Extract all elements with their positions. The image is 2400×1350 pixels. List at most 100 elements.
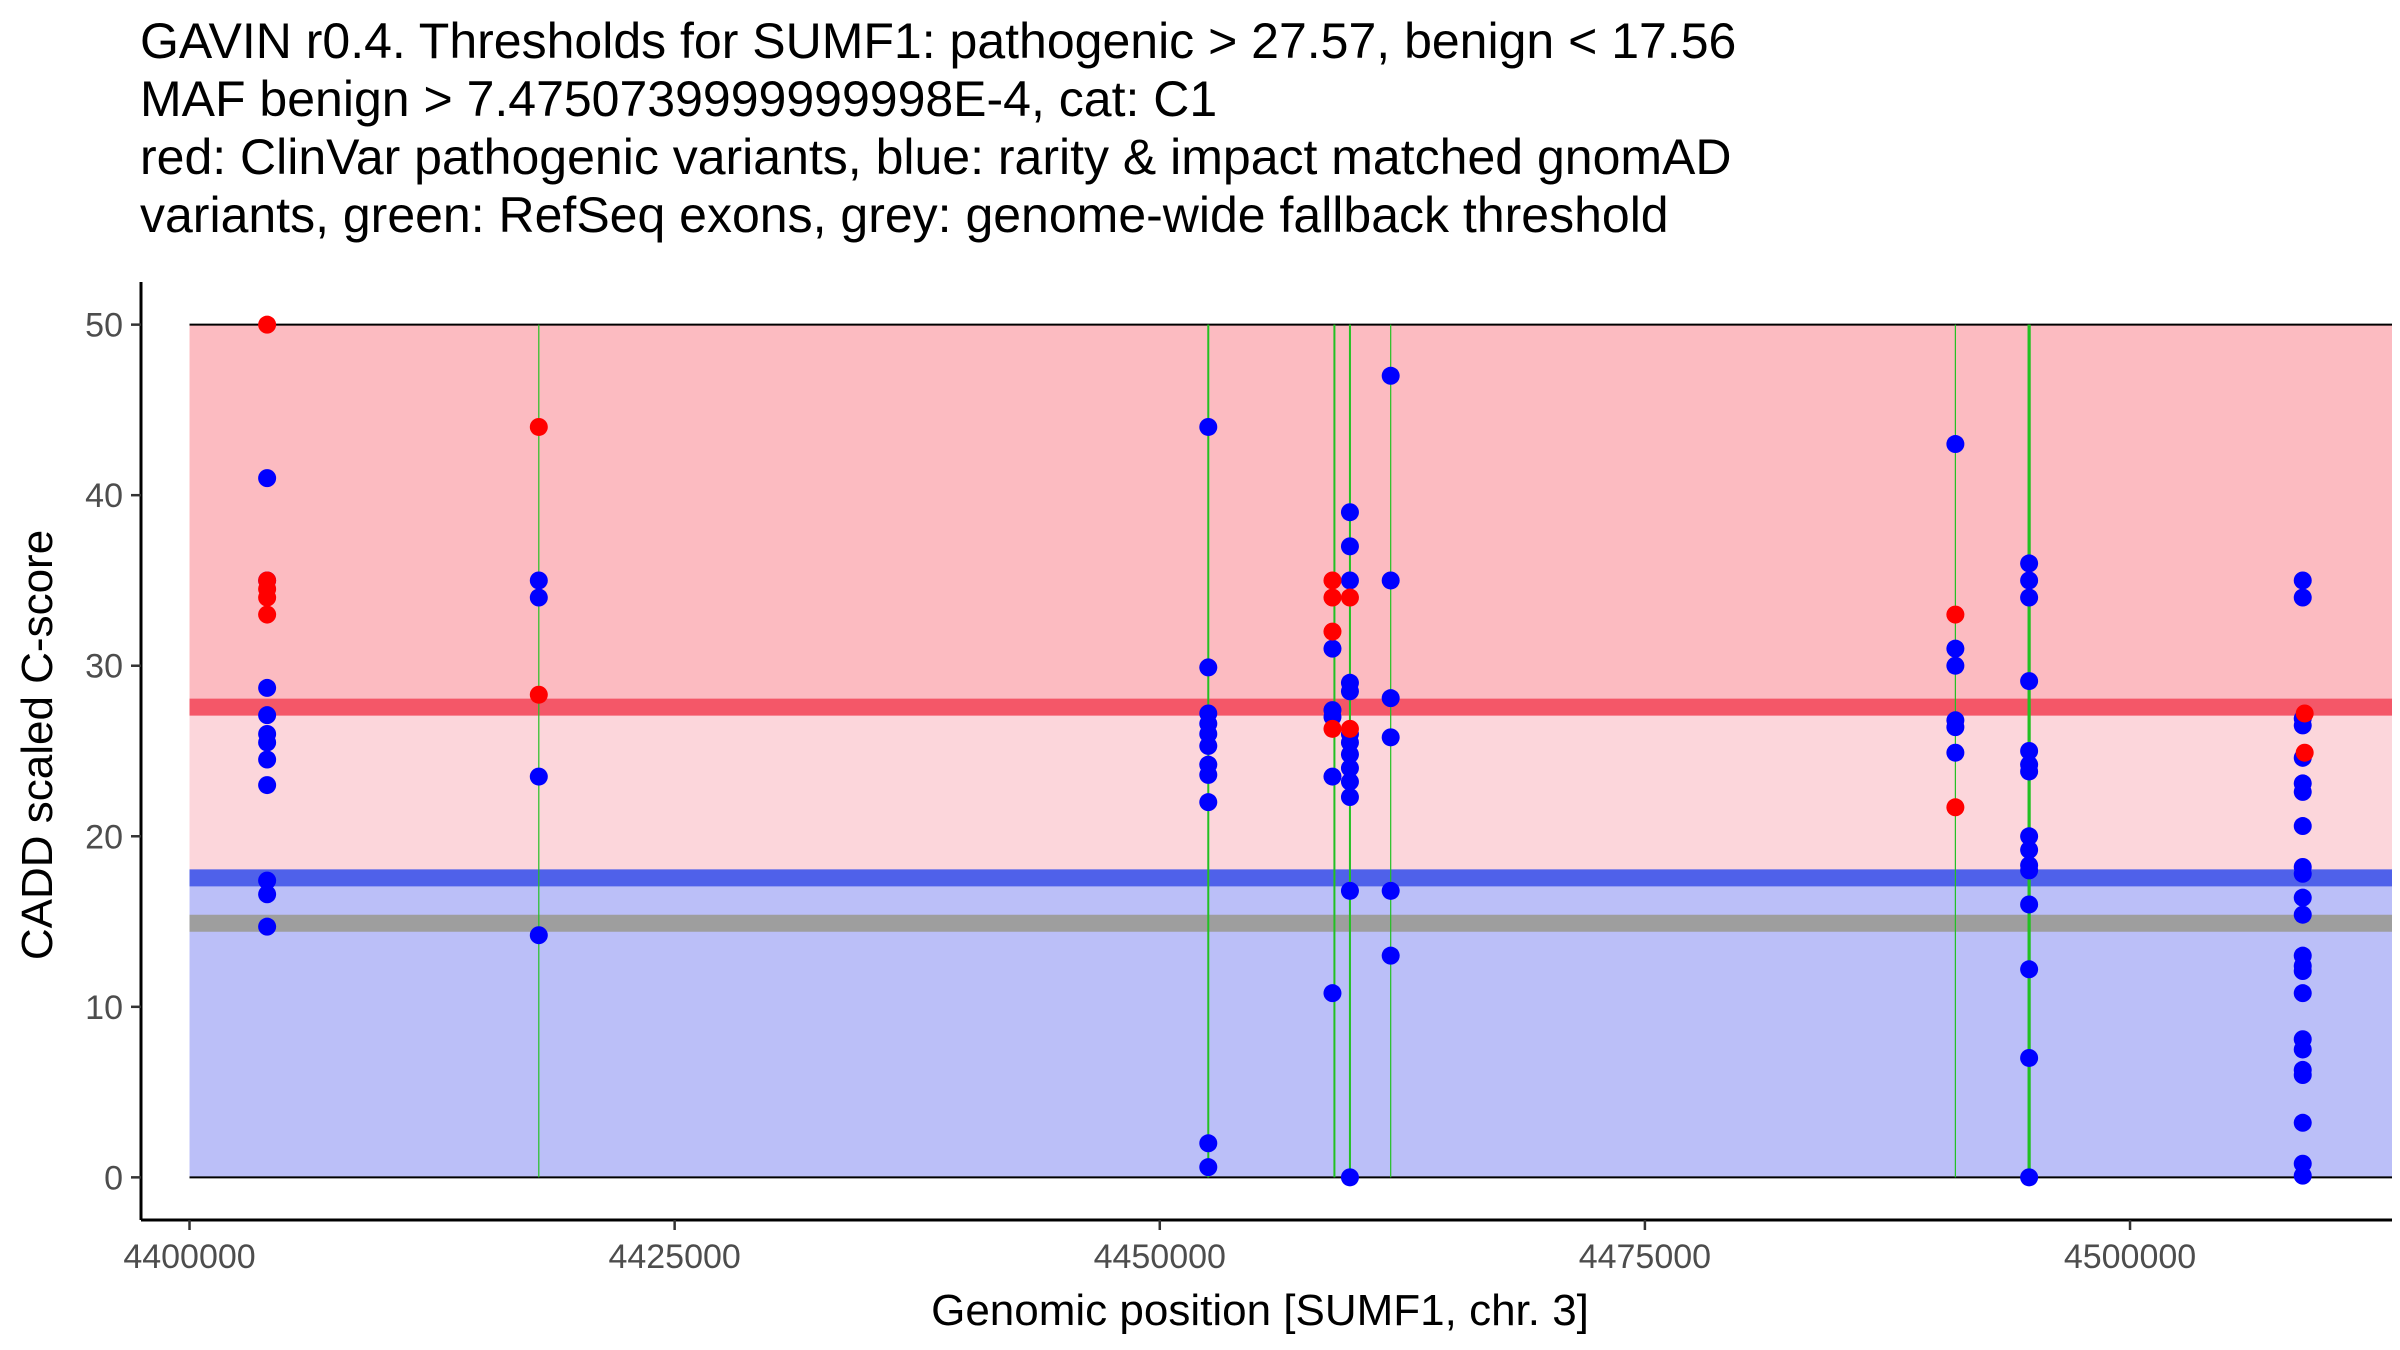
gnomad-variant-point [529, 926, 548, 945]
gnomad-variant-point [258, 678, 277, 697]
gnomad-variant-point [2293, 864, 2312, 883]
gnomad-variant-point [2020, 861, 2039, 880]
gnomad-variant-point [1199, 1134, 1218, 1153]
gnomad-variant-point [2293, 984, 2312, 1003]
gnomad-variant-point [1323, 984, 1342, 1003]
gnomad-variant-point [1340, 537, 1359, 556]
gnomad-variant-point [258, 885, 277, 904]
gnomad-variant-point [2293, 782, 2312, 801]
gnomad-variant-point [2293, 817, 2312, 836]
gnomad-variant-point [1946, 639, 1965, 658]
gnomad-variant-point [2293, 1040, 2312, 1059]
gnomad-variant-point [2020, 1048, 2039, 1067]
gnomad-variant-point [2020, 588, 2039, 607]
gnomad-variant-point [1340, 682, 1359, 701]
gnomad-variant-point [1323, 639, 1342, 658]
gnomad-variant-point [1381, 728, 1400, 747]
clinvar-variant-point [1323, 571, 1342, 590]
gnomad-variant-point [1381, 689, 1400, 708]
gnomad-variant-point [2020, 840, 2039, 859]
chart-title-line: GAVIN r0.4. Thresholds for SUMF1: pathog… [140, 13, 1737, 69]
gnomad-variant-point [2293, 1166, 2312, 1185]
gnomad-variant-point [258, 776, 277, 795]
gnomad-variant-point [529, 571, 548, 590]
gnomad-variant-point [2293, 1113, 2312, 1132]
gnomad-variant-point [1340, 759, 1359, 778]
uncertain-region [189, 707, 2392, 878]
clinvar-variant-point [258, 315, 277, 334]
y-tick-label: 0 [104, 1159, 123, 1197]
gnomad-variant-point [1381, 881, 1400, 900]
gnomad-variant-point [2293, 588, 2312, 607]
gnomad-variant-point [2293, 905, 2312, 924]
gnomad-variant-point [258, 733, 277, 752]
x-tick-label: 4400000 [123, 1238, 255, 1276]
gnomad-variant-point [1199, 736, 1218, 755]
gnomad-variant-point [1199, 417, 1218, 436]
clinvar-variant-point [1946, 605, 1965, 624]
axes: 0 10 20 30 40 50 4400000 4425000 4450000 4475000 4… [85, 282, 2392, 1276]
gnomad-variant-point [1946, 743, 1965, 762]
gnomad-variant-point [2020, 762, 2039, 781]
clinvar-variant-point [1323, 622, 1342, 641]
gnomad-variant-point [1340, 881, 1359, 900]
clinvar-variant-point [2295, 704, 2314, 723]
gnomad-variant-point [1946, 718, 1965, 737]
pathogenic-region [189, 324, 2392, 708]
gnomad-variant-point [2020, 742, 2039, 760]
y-tick-label: 20 [85, 818, 123, 856]
clinvar-variant-point [1323, 719, 1342, 738]
gnomad-variant-point [1946, 435, 1965, 454]
gnomad-variant-point [529, 588, 548, 607]
chart-title-line: variants, green: RefSeq exons, grey: gen… [140, 187, 1669, 243]
gnomad-variant-point [2020, 571, 2039, 590]
gnomad-variant-point [2020, 960, 2039, 979]
y-tick-label: 10 [85, 989, 123, 1027]
x-tick-label: 4450000 [1094, 1238, 1226, 1276]
clinvar-variant-point [1340, 588, 1359, 607]
clinvar-variant-point [258, 588, 277, 607]
threshold-regions [189, 323, 2392, 1179]
gnomad-variant-point [1381, 946, 1400, 965]
gnomad-variant-point [1340, 571, 1359, 590]
x-axis-title: Genomic position [SUMF1, chr. 3] [931, 1286, 1589, 1335]
gnomad-variant-point [1946, 656, 1965, 675]
gnomad-variant-point [1381, 366, 1400, 385]
x-tick-label: 4425000 [608, 1238, 740, 1276]
gnomad-variant-point [258, 706, 277, 725]
gnomad-variant-point [529, 767, 548, 786]
gnomad-variant-point [2020, 895, 2039, 914]
gnomad-variant-point [1340, 1168, 1359, 1187]
clinvar-variant-point [1340, 719, 1359, 738]
clinvar-variant-point [529, 685, 548, 704]
chart-title: GAVIN r0.4. Thresholds for SUMF1: pathog… [140, 12, 2340, 244]
x-tick-label: 4500000 [2064, 1238, 2196, 1276]
gnomad-variant-point [1323, 767, 1342, 786]
gnomad-variant-point [1199, 1158, 1218, 1177]
x-tick-label: 4475000 [1579, 1238, 1711, 1276]
clinvar-variant-point [1946, 798, 1965, 817]
gnomad-variant-point [1199, 793, 1218, 812]
gnomad-variant-point [2020, 554, 2039, 573]
gnomad-variant-point [258, 871, 277, 890]
gnomad-variant-point [1340, 745, 1359, 764]
data-points [258, 315, 2314, 1187]
chart-title-line: MAF benign > 7.4750739999999998E-4, cat:… [140, 71, 1218, 127]
gnomad-variant-point [2293, 1066, 2312, 1085]
gnomad-variant-point [1340, 503, 1359, 522]
y-tick-label: 30 [85, 648, 123, 686]
gnomad-variant-point [2020, 672, 2039, 691]
gnomad-variant-point [1199, 765, 1218, 784]
gnomad-variant-point [2293, 962, 2312, 981]
clinvar-variant-point [529, 417, 548, 436]
y-tick-label: 50 [85, 307, 123, 345]
gnomad-variant-point [258, 469, 277, 488]
y-axis-title: CADD scaled C-score [13, 530, 62, 960]
clinvar-variant-point [2295, 743, 2314, 762]
gnomad-variant-point [1381, 571, 1400, 590]
gnomad-variant-point [2020, 1168, 2039, 1187]
gnomad-variant-point [2293, 888, 2312, 907]
gnomad-variant-point [2293, 571, 2312, 590]
gnomad-variant-point [1199, 658, 1218, 677]
